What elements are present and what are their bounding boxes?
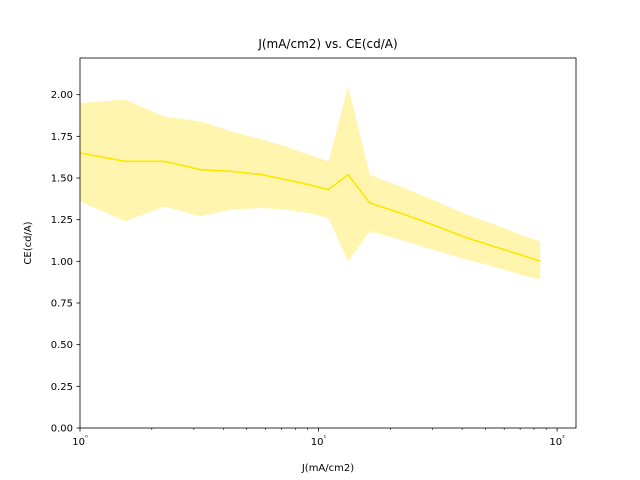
series-line	[79, 152, 541, 263]
confidence-band	[80, 86, 541, 280]
y-axis-label: CE(cd/A)	[23, 221, 34, 264]
y-tick-label: 0.25	[51, 382, 73, 393]
y-tick-label: 1.75	[51, 132, 73, 143]
y-tick-label: 1.50	[51, 174, 73, 185]
x-tick-label: 10¹	[311, 434, 327, 448]
y-tick-label: 0.50	[51, 340, 73, 351]
plot-frame	[79, 57, 577, 429]
y-axis: 0.00 0.25 0.50 0.75 1.00 1.25 1.50 1.75 2.00	[51, 90, 80, 435]
y-tick-label: 1.25	[51, 215, 73, 226]
x-tick-label: 10²	[549, 434, 565, 448]
x-axis: 10⁰ 10¹ 10²	[72, 428, 565, 448]
y-tick-label: 2.00	[51, 90, 73, 101]
confidence-band-layer	[80, 86, 541, 280]
x-axis-label: J(mA/cm2)	[301, 463, 354, 474]
series-line-layer	[79, 152, 541, 263]
y-tick-label: 0.75	[51, 299, 73, 310]
y-tick-label: 0.00	[51, 424, 73, 435]
chart-title: J(mA/cm2) vs. CE(cd/A)	[257, 37, 397, 51]
x-tick-label: 10⁰	[72, 434, 88, 448]
y-tick-label: 1.00	[51, 257, 73, 268]
